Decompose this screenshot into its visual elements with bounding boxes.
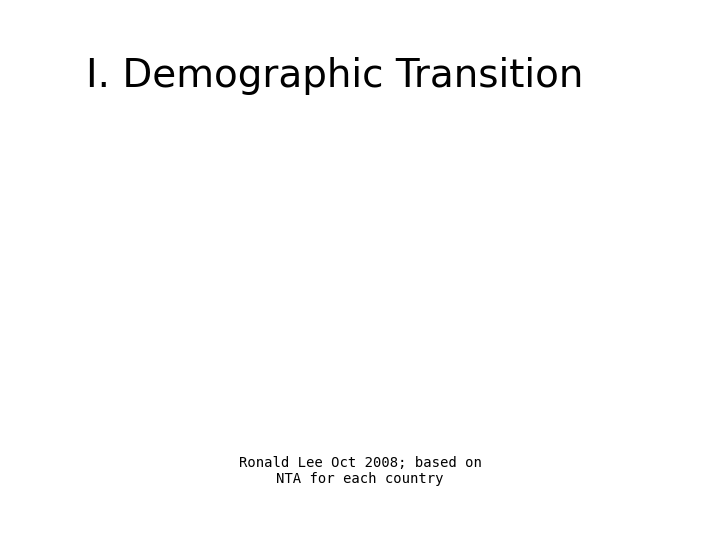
Text: I. Demographic Transition: I. Demographic Transition xyxy=(86,57,584,94)
Text: Ronald Lee Oct 2008; based on
NTA for each country: Ronald Lee Oct 2008; based on NTA for ea… xyxy=(238,456,482,487)
